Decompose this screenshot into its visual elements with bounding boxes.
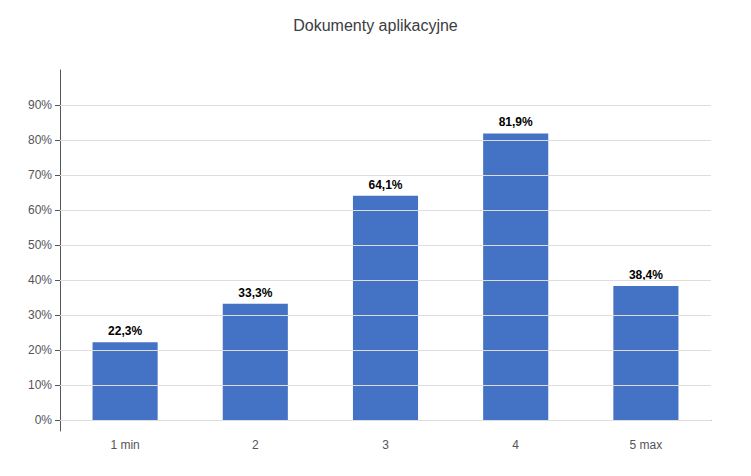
svg-text:80%: 80%: [28, 133, 52, 147]
svg-text:4: 4: [512, 438, 519, 452]
svg-text:5 max: 5 max: [630, 438, 663, 452]
svg-text:38,4%: 38,4%: [629, 268, 663, 282]
svg-text:60%: 60%: [28, 203, 52, 217]
svg-text:81,9%: 81,9%: [499, 115, 533, 129]
svg-text:30%: 30%: [28, 308, 52, 322]
svg-text:40%: 40%: [28, 273, 52, 287]
svg-text:70%: 70%: [28, 168, 52, 182]
svg-text:3: 3: [382, 438, 389, 452]
svg-text:1 min: 1 min: [110, 438, 139, 452]
svg-text:64,1%: 64,1%: [368, 178, 402, 192]
svg-text:Dokumenty aplikacyjne: Dokumenty aplikacyjne: [293, 17, 458, 34]
svg-text:50%: 50%: [28, 238, 52, 252]
svg-text:90%: 90%: [28, 98, 52, 112]
svg-text:2: 2: [252, 438, 259, 452]
svg-text:10%: 10%: [28, 378, 52, 392]
svg-text:20%: 20%: [28, 343, 52, 357]
svg-text:33,3%: 33,3%: [238, 286, 272, 300]
svg-text:22,3%: 22,3%: [108, 324, 142, 338]
svg-text:0%: 0%: [35, 413, 53, 427]
